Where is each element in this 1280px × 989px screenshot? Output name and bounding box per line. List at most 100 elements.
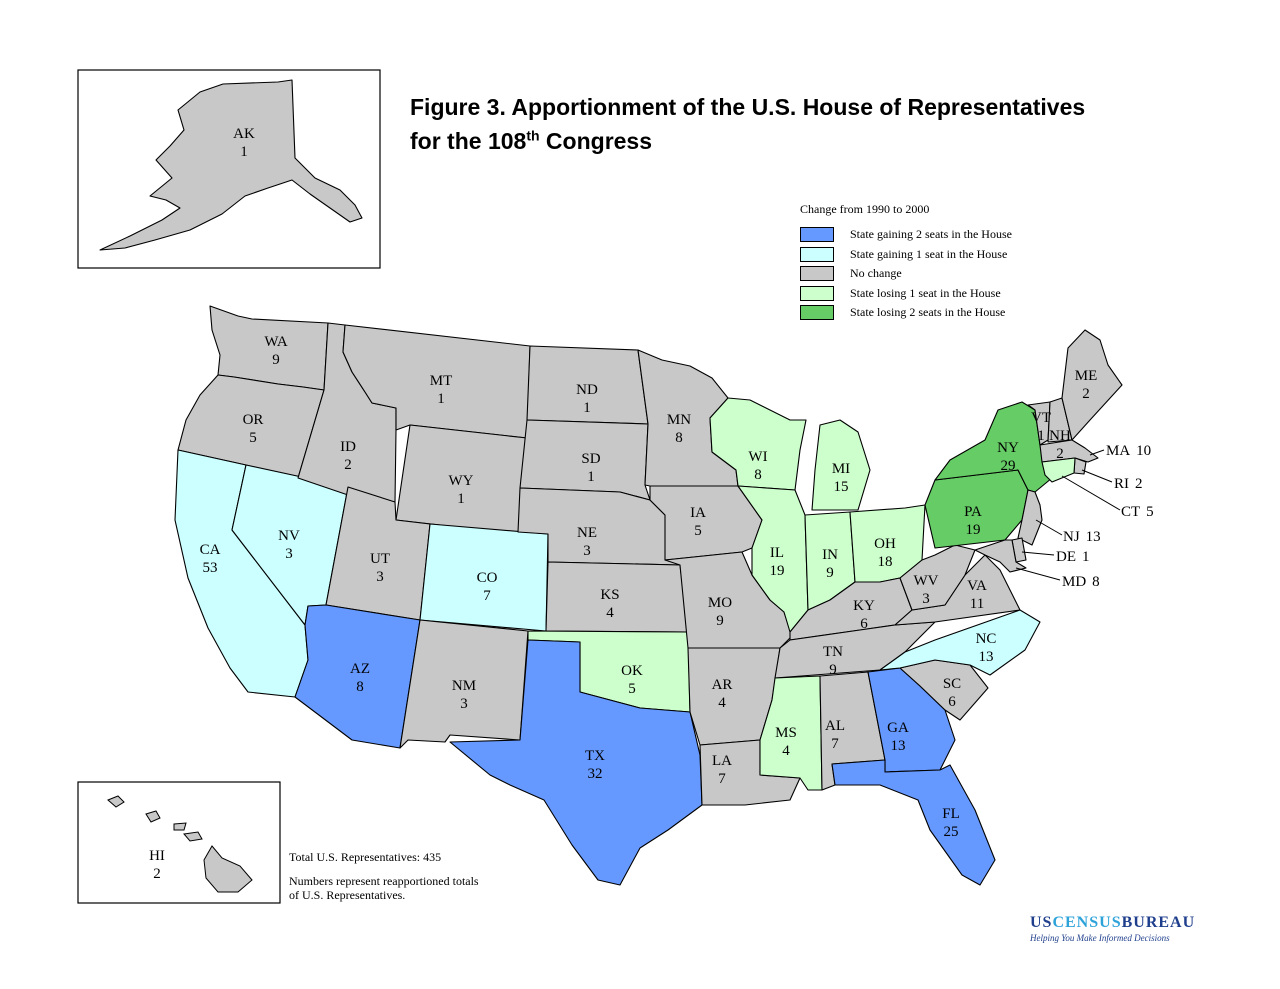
state-tx[interactable] — [449, 639, 703, 886]
state-nc[interactable] — [879, 609, 1041, 676]
state-abbr-ia: IA — [690, 505, 706, 521]
state-abbr-mt: MT — [430, 373, 453, 389]
state-abbr-ut: UT — [370, 551, 390, 567]
legend-title: Change from 1990 to 2000 — [800, 202, 930, 216]
state-seats-ok: 5 — [628, 681, 636, 697]
state-abbr-id: ID — [340, 439, 356, 455]
state-seats-tx: 32 — [588, 766, 603, 782]
state-label-ct: CT 5 — [1121, 504, 1154, 520]
state-seats-ct: 5 — [1146, 504, 1154, 520]
legend-swatch — [800, 285, 834, 301]
state-seats-me: 2 — [1082, 386, 1090, 402]
logo-part-bureau: BUREAU — [1121, 914, 1196, 931]
state-il[interactable] — [737, 485, 809, 633]
state-seats-fl: 25 — [944, 824, 959, 840]
state-abbr-mo: MO — [708, 595, 732, 611]
state-abbr-de: DE — [1056, 549, 1076, 565]
state-seats-mo: 9 — [716, 613, 724, 629]
state-fl[interactable] — [831, 759, 996, 886]
legend-items: State gaining 2 seats in the House State … — [800, 225, 1012, 323]
state-label-nj: NJ 13 — [1063, 529, 1101, 545]
state-nj[interactable] — [1017, 489, 1043, 546]
state-abbr-wy: WY — [449, 473, 474, 489]
legend-label: State gaining 1 seat in the House — [850, 246, 1008, 261]
legend-label: State losing 1 seat in the House — [850, 285, 1001, 300]
logo-part-us: US — [1030, 914, 1053, 931]
state-abbr-ny: NY — [997, 440, 1019, 456]
state-abbr-nm: NM — [452, 678, 476, 694]
state-seats-de: 1 — [1082, 549, 1090, 565]
state-abbr-vt: VT — [1031, 410, 1051, 426]
figure-title: Figure 3. Apportionment of the U.S. Hous… — [410, 90, 1085, 158]
state-vt[interactable] — [1027, 401, 1051, 446]
state-seats-mt: 1 — [437, 391, 445, 407]
state-seats-ia: 5 — [694, 523, 702, 539]
legend-swatch — [800, 227, 834, 243]
state-ct[interactable] — [1041, 457, 1076, 483]
legend-item: State losing 1 seat in the House — [800, 284, 1012, 304]
state-seats-oh: 18 — [878, 554, 893, 570]
numbers-explanation-note: Numbers represent reapportioned totals o… — [289, 874, 479, 902]
census-bureau-tagline: Helping You Make Informed Decisions — [1030, 933, 1170, 943]
state-abbr-ma: MA — [1106, 443, 1130, 459]
state-seats-nj: 13 — [1086, 529, 1101, 545]
state-abbr-ms: MS — [775, 725, 797, 741]
state-seats-ar: 4 — [718, 695, 726, 711]
state-me[interactable] — [1061, 329, 1123, 441]
title-line-2-prefix: for the 108 — [410, 128, 527, 154]
total-representatives-note: Total U.S. Representatives: 435 — [289, 850, 442, 864]
state-seats-la: 7 — [718, 771, 726, 787]
state-abbr-tx: TX — [585, 748, 605, 764]
state-abbr-md: MD — [1062, 574, 1086, 590]
state-abbr-wv: WV — [914, 573, 939, 589]
state-seats-nv: 3 — [285, 546, 293, 562]
state-seats-in: 9 — [826, 565, 834, 581]
state-abbr-in: IN — [822, 547, 838, 563]
state-abbr-or: OR — [243, 412, 264, 428]
state-seats-ne: 3 — [583, 543, 591, 559]
state-abbr-ok: OK — [621, 663, 643, 679]
title-line-2-suffix: Congress — [539, 128, 653, 154]
state-label-md: MD 8 — [1062, 574, 1100, 590]
state-abbr-ga: GA — [887, 720, 909, 736]
census-bureau-wordmark: USCENSUSBUREAU — [1030, 914, 1195, 932]
state-ak[interactable] — [99, 79, 363, 251]
legend-item: No change — [800, 264, 1012, 284]
state-mi[interactable] — [811, 419, 871, 511]
state-seats-sd: 1 — [587, 469, 595, 485]
state-nm[interactable] — [399, 619, 529, 749]
state-hi[interactable] — [107, 795, 253, 893]
state-abbr-co: CO — [477, 570, 498, 586]
state-abbr-hi: HI — [149, 848, 165, 864]
state-label-ma: MA 10 — [1106, 443, 1151, 459]
state-seats-ks: 4 — [606, 605, 614, 621]
logo-part-census: CENSUS — [1052, 914, 1122, 931]
state-abbr-tn: TN — [823, 644, 843, 660]
state-seats-ut: 3 — [376, 569, 384, 585]
state-label-ri: RI 2 — [1114, 476, 1143, 492]
state-abbr-la: LA — [712, 753, 732, 769]
state-seats-or: 5 — [249, 430, 257, 446]
state-seats-ms: 4 — [782, 743, 790, 759]
state-md[interactable] — [974, 539, 1027, 573]
state-seats-nh: 2 — [1056, 446, 1064, 462]
state-abbr-mn: MN — [667, 412, 691, 428]
state-seats-ma: 10 — [1136, 443, 1151, 459]
census-bureau-logo: USCENSUSBUREAU Helping You Make Informed… — [1030, 914, 1195, 943]
state-wi[interactable] — [709, 397, 807, 491]
state-abbr-il: IL — [770, 545, 784, 561]
state-abbr-nc: NC — [976, 631, 997, 647]
state-seats-ga: 13 — [891, 738, 906, 754]
state-seats-va: 11 — [970, 596, 984, 612]
legend-item: State losing 2 seats in the House — [800, 303, 1012, 323]
state-seats-ak: 1 — [240, 144, 248, 160]
map-notes: Total U.S. Representatives: 435 Numbers … — [289, 850, 489, 912]
state-abbr-ne: NE — [577, 525, 597, 541]
legend-label: No change — [850, 266, 902, 281]
state-seats-nc: 13 — [979, 649, 994, 665]
state-seats-co: 7 — [483, 588, 491, 604]
state-seats-nm: 3 — [460, 696, 468, 712]
state-abbr-nj: NJ — [1063, 529, 1080, 545]
state-seats-wa: 9 — [272, 352, 280, 368]
